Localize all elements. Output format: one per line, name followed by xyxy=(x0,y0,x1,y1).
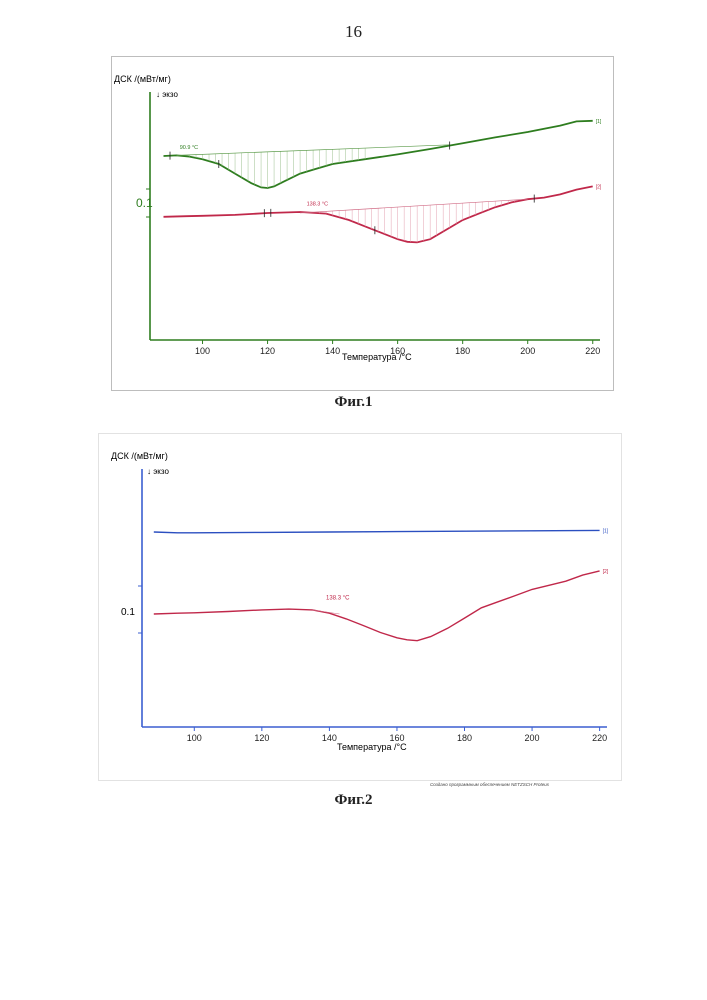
baseline-2 xyxy=(300,199,528,213)
figure-2-caption: Фиг.2 xyxy=(0,792,707,809)
x-tick-label: 160 xyxy=(389,733,404,743)
x-tick-label: 100 xyxy=(195,346,210,356)
x-tick-label: 220 xyxy=(592,733,607,743)
figure-2-frame: ДСК /(мВт/мг) ↓ экзо Температура /°C 0.1… xyxy=(98,433,622,781)
series-label: [2] xyxy=(603,569,609,575)
x-tick-label: 180 xyxy=(455,346,470,356)
x-tick-label: 200 xyxy=(520,346,535,356)
x-tick-label: 220 xyxy=(585,346,600,356)
x-tick-label: 160 xyxy=(390,346,405,356)
exo-label: ↓ экзо xyxy=(156,90,178,99)
series-line-1 xyxy=(164,121,593,188)
dsc-chart-1: ДСК /(мВт/мг) ↓ экзо Температура /°C 0.1… xyxy=(112,57,613,390)
y-axis-label: ДСК /(мВт/мг) xyxy=(111,451,168,461)
figure-1-caption: Фиг.1 xyxy=(0,394,707,411)
onset-annotation: 90.9 °C xyxy=(180,145,198,151)
series-label: [2] xyxy=(596,184,602,190)
software-credit: Создано программным обеспечением NETZSCH… xyxy=(430,782,549,787)
x-tick-label: 120 xyxy=(260,346,275,356)
series-line-2 xyxy=(154,571,600,641)
onset-annotation: 138.3 °C xyxy=(326,596,350,602)
page-number: 16 xyxy=(0,22,707,42)
exo-label: ↓ экзо xyxy=(147,467,169,476)
x-tick-label: 120 xyxy=(254,733,269,743)
x-axis-label: Температура /°C xyxy=(337,742,407,752)
x-tick-label: 140 xyxy=(322,733,337,743)
dsc-chart-2: ДСК /(мВт/мг) ↓ экзо Температура /°C 0.1… xyxy=(99,434,621,780)
x-tick-label: 180 xyxy=(457,733,472,743)
onset-tangent xyxy=(313,610,340,614)
x-tick-label: 200 xyxy=(525,733,540,743)
scale-label: 0.1 xyxy=(121,607,135,618)
y-axis-label: ДСК /(мВт/мг) xyxy=(114,74,171,84)
series-label: [1] xyxy=(596,119,602,125)
x-tick-label: 100 xyxy=(187,733,202,743)
onset-annotation: 138.3 °C xyxy=(307,202,328,208)
figure-1-frame: ДСК /(мВт/мг) ↓ экзо Температура /°C 0.1… xyxy=(111,56,614,391)
x-tick-label: 140 xyxy=(325,346,340,356)
series-label: [1] xyxy=(603,528,609,534)
series-line-1 xyxy=(154,530,600,532)
